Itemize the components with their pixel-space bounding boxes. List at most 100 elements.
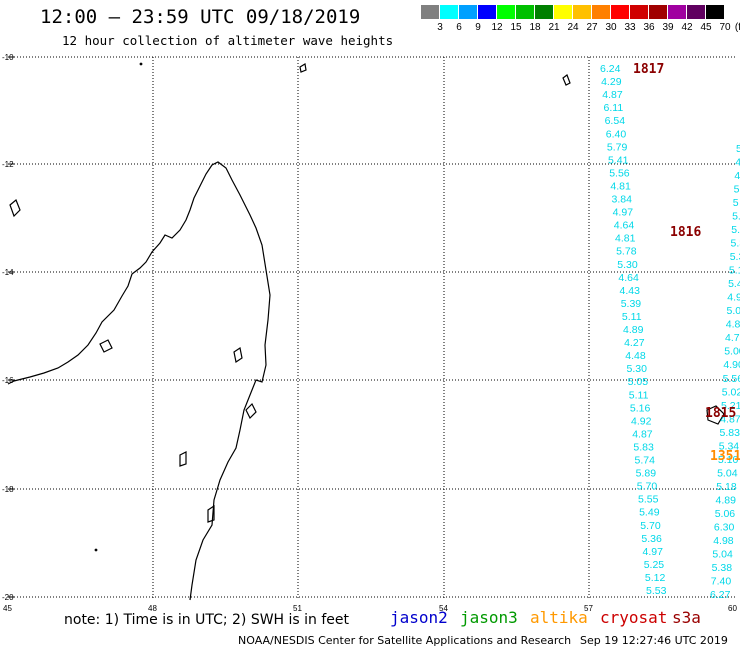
wave-height-value: 5 — [734, 184, 740, 196]
longitude-labels: 45 48 51 54 57 60 — [3, 604, 737, 613]
legend-swatch — [573, 5, 591, 19]
wave-height-value: 5.21 — [721, 400, 740, 412]
wave-height-value: 5.41 — [608, 154, 629, 166]
wave-height-value: 5.02 — [722, 386, 740, 398]
lon-label: 48 — [148, 604, 157, 613]
wave-height-value: 5.89 — [636, 468, 657, 480]
lon-label: 45 — [3, 604, 12, 613]
wave-height-value: 5.55 — [638, 494, 659, 506]
legend-swatch — [592, 5, 610, 19]
wave-height-value: 5.34 — [731, 238, 740, 250]
lat-label: -16 — [2, 376, 14, 385]
axis-ticks — [8, 56, 14, 598]
satellite-jason3: jason3 — [460, 608, 518, 627]
wave-height-value: 4.64 — [618, 272, 639, 284]
lon-label: 51 — [293, 604, 302, 613]
wave-height-value: 5.78 — [616, 246, 637, 258]
wave-height-value: 5.43 — [728, 278, 740, 290]
wave-height-value: 4.90 — [723, 359, 740, 371]
wave-height-value: 6.27 — [710, 589, 731, 601]
legend-label: 42 — [681, 22, 693, 33]
lon-label: 54 — [439, 604, 448, 613]
wave-height-value: 5.04 — [717, 467, 738, 479]
legend-swatch — [554, 5, 572, 19]
wave-height-value: 4 — [735, 157, 740, 169]
legend-swatch — [611, 5, 629, 19]
wave-height-value: 5.49 — [639, 507, 660, 519]
legend-label: 30 — [605, 22, 617, 33]
wave-height-value: 5.83 — [633, 441, 654, 453]
wave-height-value: 6.11 — [604, 102, 624, 114]
legend-swatch — [478, 5, 496, 19]
page-subtitle: 12 hour collection of altimeter wave hei… — [62, 33, 394, 48]
lon-label: 57 — [584, 604, 593, 613]
satellite-s3a: s3a — [672, 608, 701, 627]
lat-label: -10 — [2, 53, 14, 62]
legend-swatch — [706, 5, 724, 19]
legend-swatch — [687, 5, 705, 19]
wave-height-value: 4.97 — [613, 207, 634, 219]
graticule — [8, 56, 736, 600]
wave-height-value: 4.29 — [601, 76, 622, 88]
legend-swatch — [535, 5, 553, 19]
wave-height-value: 5.29 — [731, 224, 740, 236]
pass-label: 1817 — [633, 62, 664, 77]
lat-label: -18 — [2, 485, 14, 494]
legend-swatch — [668, 5, 686, 19]
generated-timestamp: Sep 19 12:27:46 UTC 2019 — [580, 634, 728, 647]
wave-height-value: 5.1 — [732, 211, 740, 223]
satellite-cryosat: cryosat — [600, 608, 668, 627]
altimeter-track-a: 6.244.294.876.116.546.405.795.415.564.81… — [600, 63, 667, 597]
legend-swatch — [421, 5, 439, 19]
wave-height-value: 5.74 — [635, 455, 656, 467]
wave-height-value: 5.16 — [630, 402, 651, 414]
wave-height-value: 6.30 — [714, 521, 735, 533]
wave-height-value: 4.48 — [625, 350, 646, 362]
wave-height-value: 5.56 — [609, 167, 630, 179]
footer-note: note: 1) Time is in UTC; 2) SWH is in fe… — [64, 612, 350, 628]
wave-height-value: 4.81 — [615, 233, 636, 245]
legend-label: 12 — [491, 22, 503, 33]
wave-height-value: 4.92 — [631, 415, 652, 427]
wave-height-value: 4.64 — [614, 220, 635, 232]
wave-height-value: 4.86 — [726, 319, 740, 331]
wave-height-value: 4.89 — [716, 494, 737, 506]
wave-height-value: 5.06 — [715, 508, 736, 520]
wave-height-value: 5.18 — [716, 481, 737, 493]
wave-height-value: 5.10 — [718, 454, 739, 466]
wave-height-value: 4.70 — [725, 332, 740, 344]
latitude-labels: -10 -12 -14 -16 -18 -20 — [2, 53, 14, 602]
lon-label: 60 — [728, 604, 737, 613]
wave-height-value: 6.40 — [606, 128, 627, 140]
wave-height-value: 3.84 — [612, 194, 633, 206]
pass-label: 1351 — [710, 449, 740, 464]
legend-label: 45 — [700, 22, 712, 33]
wave-height-value: 4.97 — [643, 546, 664, 558]
wave-height-value: 5.25 — [644, 559, 665, 571]
wave-height-value: 4 — [734, 170, 740, 182]
pass-labels: 1817 1816 1815 1351 — [633, 62, 740, 464]
wave-height-value: 5.11 — [622, 311, 642, 323]
credit-line: NOAA/NESDIS Center for Satellite Applica… — [238, 634, 572, 647]
wave-height-value: 4.91 — [727, 292, 740, 304]
pass-label: 1815 — [705, 406, 736, 421]
legend-swatch — [459, 5, 477, 19]
wave-height-value: 5.00 — [724, 346, 740, 358]
pass-label: 1816 — [670, 225, 701, 240]
lat-label: -14 — [2, 268, 14, 277]
legend-label: 70 — [719, 22, 731, 33]
legend-swatch — [516, 5, 534, 19]
legend-label: 24 — [567, 22, 579, 33]
legend-label: 33 — [624, 22, 636, 33]
lat-label: -20 — [2, 593, 14, 602]
wave-height-value: 5.09 — [727, 305, 740, 317]
wave-height-value: 5 — [733, 197, 739, 209]
wave-height-value: 4.87 — [602, 89, 623, 101]
legend-label: 36 — [643, 22, 655, 33]
satellite-altika: altika — [530, 608, 588, 627]
legend-swatch — [440, 5, 458, 19]
wave-height-value: 5.11 — [629, 389, 649, 401]
wave-height-value: 4.27 — [624, 337, 645, 349]
altimeter-track-b: 544555.15.295.345.325.175.434.915.094.86… — [710, 143, 740, 601]
wave-height-value: 4.89 — [623, 324, 644, 336]
